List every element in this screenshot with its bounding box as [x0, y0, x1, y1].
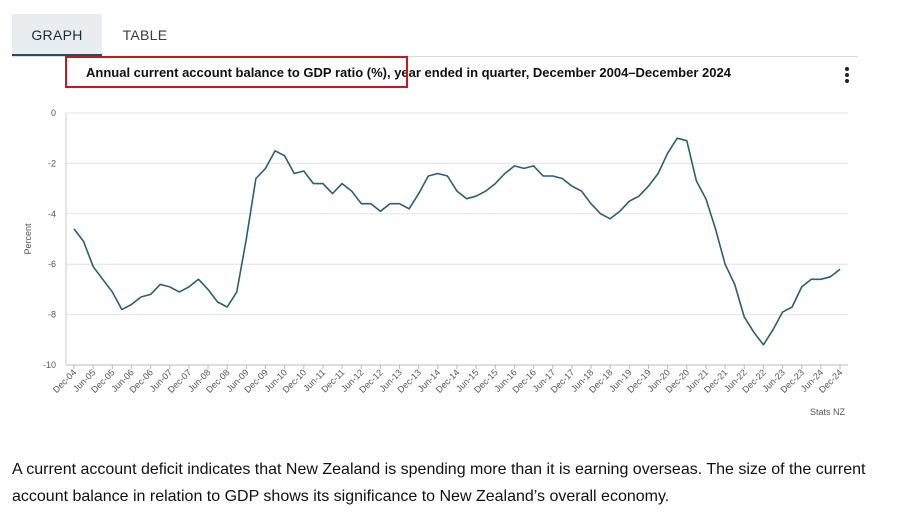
y-tick-label: 0: [51, 108, 56, 118]
tab-table[interactable]: TABLE: [122, 27, 168, 43]
kebab-menu-icon[interactable]: [840, 66, 854, 88]
y-tick-label: -10: [43, 360, 56, 370]
source-label: Stats NZ: [810, 407, 846, 417]
x-axis: Dec-04Jun-05Dec-05Jun-06Dec-06Jun-07Dec-…: [51, 365, 844, 395]
series-line: [73, 137, 841, 346]
y-axis-label: Percent: [23, 223, 33, 255]
description-text: A current account deficit indicates that…: [12, 461, 866, 505]
line-chart: 0 -2 -4 -6 -8 -10 Percent Dec-04Jun-05Dec-05J…: [23, 108, 848, 395]
y-tick-label: -4: [48, 209, 56, 219]
y-tick-label: -8: [48, 310, 56, 320]
y-tick-label: -6: [48, 259, 56, 269]
y-tick-label: -2: [48, 158, 56, 168]
view-tabs: GRAPH TABLE: [12, 14, 858, 57]
y-axis: 0 -2 -4 -6 -8 -10: [43, 108, 56, 370]
chart-grid: [65, 112, 848, 366]
tab-graph[interactable]: GRAPH: [12, 14, 102, 56]
chart-title: Annual current account balance to GDP ra…: [86, 65, 731, 80]
